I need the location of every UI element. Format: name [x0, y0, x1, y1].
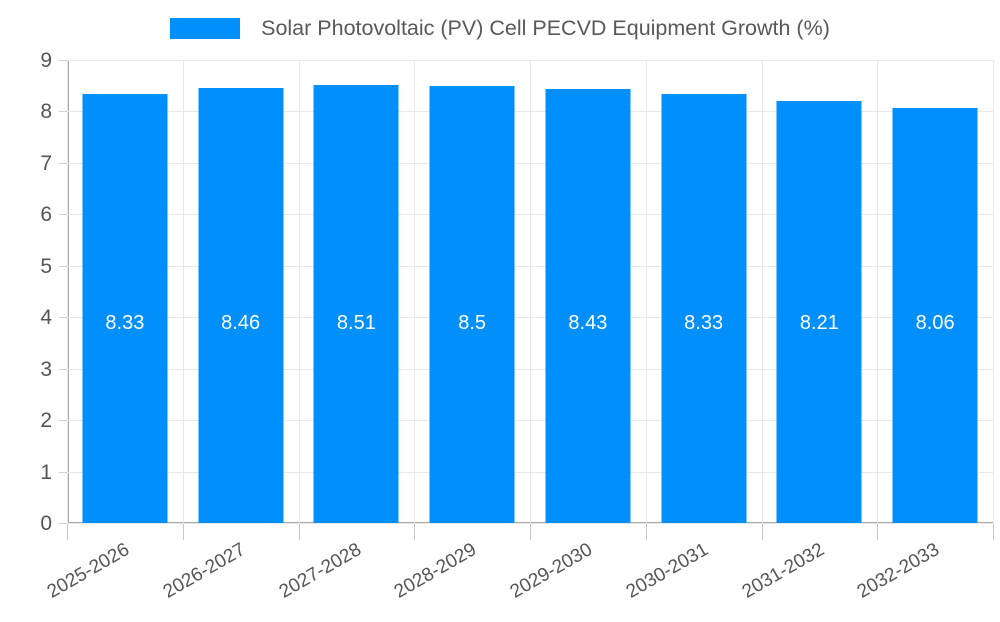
bar-value-label: 8.51 — [336, 312, 376, 334]
bar[interactable] — [198, 87, 284, 523]
y-tick-label: 3 — [40, 357, 52, 381]
x-tick-label: 2031-2032 — [738, 539, 828, 603]
bar-cell: 8.06 — [877, 60, 993, 523]
y-tick-mark — [59, 60, 67, 61]
y-tick-mark — [59, 162, 67, 164]
bar-series: 8.33 8.46 8.51 8.5 8.43 8.33 8.21 8.06 — [67, 60, 993, 523]
bar-value-label: 8.46 — [221, 312, 261, 334]
y-tick-mark — [59, 523, 67, 524]
bar[interactable] — [776, 100, 862, 523]
gridline-v — [530, 60, 531, 523]
gridline-h — [67, 523, 993, 524]
x-tick-mark — [762, 524, 763, 540]
bar[interactable] — [429, 85, 515, 523]
x-tick-label: 2030-2031 — [622, 539, 712, 603]
y-tick-label: 2 — [40, 409, 52, 433]
x-tick-mark — [67, 524, 68, 540]
bar-cell: 8.21 — [762, 60, 878, 523]
bar[interactable] — [313, 85, 399, 523]
gridline-v — [299, 60, 300, 523]
bar-cell: 8.5 — [414, 60, 530, 523]
y-axis-line — [67, 60, 69, 524]
bar-cell: 8.43 — [530, 60, 646, 523]
gridline-v — [646, 60, 647, 523]
y-tick-label: 9 — [40, 49, 52, 72]
y-tick-label: 5 — [40, 254, 52, 278]
bar-value-label: 8.06 — [915, 312, 955, 334]
y-tick-mark — [59, 471, 67, 473]
bar-cell: 8.51 — [299, 60, 415, 523]
x-tick-label: 2025-2026 — [43, 539, 133, 603]
bar[interactable] — [545, 89, 631, 523]
y-tick-mark — [59, 317, 67, 319]
x-tick-label: 2028-2029 — [391, 539, 481, 603]
x-tick-mark — [299, 524, 300, 540]
gridline-v — [67, 60, 68, 523]
bar-value-label: 8.33 — [105, 312, 145, 334]
bar-cell: 8.46 — [183, 60, 299, 523]
legend-swatch-icon[interactable] — [170, 18, 241, 40]
gridline-v — [993, 60, 994, 523]
bar-value-label: 8.5 — [458, 312, 487, 334]
x-tick-mark — [414, 524, 415, 540]
x-tick-mark — [877, 524, 878, 540]
bar-chart: Solar Photovoltaic (PV) Cell PECVD Equip… — [0, 16, 1000, 603]
plot-area: 8.33 8.46 8.51 8.5 8.43 8.33 8.21 8.06 — [67, 60, 994, 524]
bar-value-label: 8.43 — [568, 312, 608, 334]
x-tick-label: 2026-2027 — [159, 539, 249, 603]
y-tick-label: 1 — [40, 460, 52, 484]
x-tick-mark — [530, 524, 531, 540]
bar[interactable] — [892, 108, 978, 523]
bar-value-label: 8.33 — [684, 312, 724, 334]
y-tick-label: 7 — [40, 151, 52, 175]
y-tick-label: 6 — [40, 203, 52, 227]
x-tick-mark — [993, 524, 994, 540]
bar[interactable] — [661, 94, 747, 523]
y-tick-label: 4 — [40, 306, 52, 330]
bar-cell: 8.33 — [67, 60, 183, 523]
gridline-v — [877, 60, 878, 523]
y-tick-label: 8 — [40, 100, 52, 124]
y-tick-mark — [59, 214, 67, 216]
gridline-v — [414, 60, 415, 523]
gridline-v — [183, 60, 184, 523]
legend-label[interactable]: Solar Photovoltaic (PV) Cell PECVD Equip… — [261, 16, 830, 40]
chart-legend: Solar Photovoltaic (PV) Cell PECVD Equip… — [0, 16, 1000, 40]
y-tick-label: 0 — [40, 512, 52, 535]
x-tick-label: 2029-2030 — [506, 539, 596, 603]
y-tick-mark — [59, 368, 67, 370]
bar-value-label: 8.21 — [799, 312, 839, 334]
bar-cell: 8.33 — [646, 60, 762, 523]
gridline-v — [762, 60, 763, 523]
y-tick-mark — [59, 420, 67, 422]
x-tick-mark — [646, 524, 647, 540]
x-tick-label: 2032-2033 — [854, 539, 944, 603]
x-tick-label: 2027-2028 — [275, 539, 365, 603]
x-tick-mark — [183, 524, 184, 540]
bar[interactable] — [82, 94, 168, 523]
y-tick-mark — [59, 265, 67, 267]
y-tick-mark — [59, 111, 67, 113]
